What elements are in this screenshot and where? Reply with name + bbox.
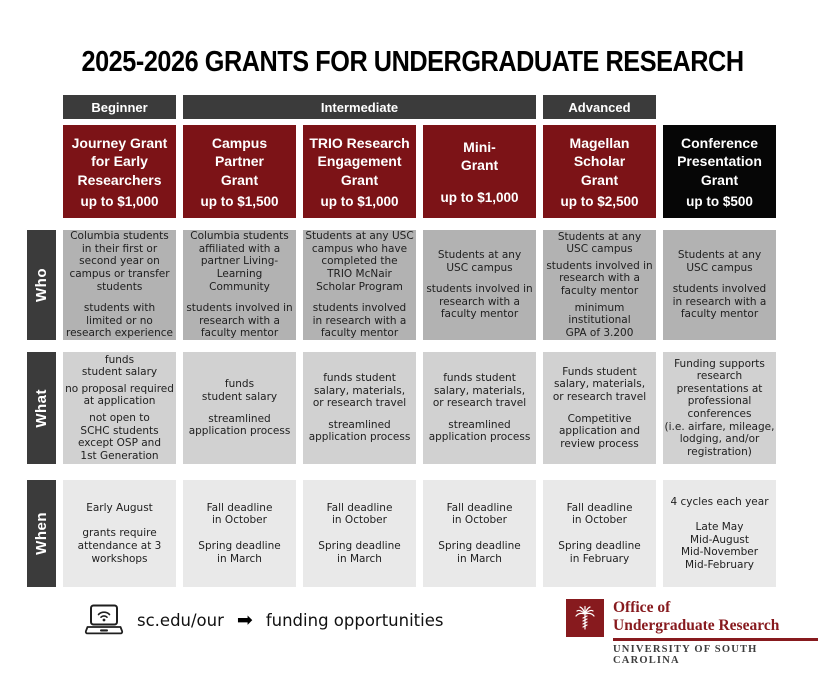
row-label-text: What bbox=[33, 388, 50, 428]
cell-paragraph: streamlined application process bbox=[428, 418, 531, 444]
cell-paragraph: streamlined application process bbox=[188, 412, 291, 438]
cell-paragraph: students involved in research with a fac… bbox=[546, 259, 653, 297]
cell-when-trio: Fall deadline in October Spring deadline … bbox=[303, 480, 416, 587]
laptop-wifi-icon bbox=[84, 604, 124, 637]
header-trio-grant: TRIO Research Engagement Grant up to $1,… bbox=[303, 125, 416, 218]
cell-paragraph: streamlined application process bbox=[308, 418, 411, 444]
header-magellan-grant: Magellan Scholar Grant up to $2,500 bbox=[543, 125, 656, 218]
cell-when-magellan: Fall deadline in October Spring deadline … bbox=[543, 480, 656, 587]
usc-our-logo: Office of Undergraduate Research UNIVERS… bbox=[566, 599, 825, 666]
grant-amount: up to $1,500 bbox=[200, 193, 279, 209]
cell-when-journey: Early August grants require attendance at… bbox=[63, 480, 176, 587]
grant-amount: up to $1,000 bbox=[320, 193, 399, 209]
cell-paragraph: Late May Mid-August Mid-November Mid-Feb… bbox=[680, 521, 759, 571]
cell-paragraph: Competitive application and review proce… bbox=[558, 412, 640, 450]
cell-paragraph: minimum institutional GPA of 3.200 bbox=[565, 301, 634, 339]
grant-name: Magellan Scholar Grant bbox=[569, 135, 630, 188]
cell-paragraph: students involved in research with a fac… bbox=[426, 283, 533, 321]
cell-paragraph: Spring deadline in March bbox=[438, 540, 521, 565]
cell-paragraph: Fall deadline in October bbox=[446, 501, 513, 527]
cell-what-conference: Funding supports research presentations … bbox=[663, 352, 776, 464]
cell-paragraph: Fall deadline in October bbox=[206, 501, 273, 527]
cell-paragraph: not open to SCHC students except OSP and… bbox=[77, 412, 161, 462]
cell-paragraph: Columbia students affiliated with a part… bbox=[190, 230, 289, 293]
cell-paragraph: Early August bbox=[86, 501, 153, 514]
logo-divider bbox=[613, 637, 818, 641]
cell-what-magellan: Funds student salary, materials, or rese… bbox=[543, 352, 656, 464]
header-mini-grant: Mini- Grant up to $1,000 bbox=[423, 125, 536, 218]
cell-paragraph: students involved in research with a fac… bbox=[312, 302, 407, 340]
logo-line3: UNIVERSITY OF SOUTH CAROLINA bbox=[613, 643, 758, 666]
footer-url: sc.edu/our bbox=[137, 611, 224, 630]
grant-amount: up to $500 bbox=[686, 193, 753, 209]
level-beginner: Beginner bbox=[63, 95, 176, 119]
cell-paragraph: Students at any USC campus bbox=[437, 249, 522, 274]
grant-name: TRIO Research Engagement Grant bbox=[309, 135, 410, 188]
cell-paragraph: students involved in research with a fac… bbox=[672, 283, 767, 321]
header-conference-grant: Conference Presentation Grant up to $500 bbox=[663, 125, 776, 218]
cell-paragraph: Spring deadline in March bbox=[318, 540, 401, 565]
cell-paragraph: funds student salary, materials, or rese… bbox=[312, 372, 407, 410]
cell-who-conference: Students at any USC campus students invol… bbox=[663, 230, 776, 340]
cell-paragraph: Columbia students in their first or seco… bbox=[69, 230, 170, 293]
cell-paragraph: 4 cycles each year bbox=[670, 495, 769, 508]
grant-amount: up to $1,000 bbox=[80, 193, 159, 209]
cell-paragraph: students involved in research with a fac… bbox=[186, 302, 293, 340]
footer-link-area: sc.edu/our ➡ funding opportunities bbox=[84, 604, 443, 637]
cell-paragraph: Fall deadline in October bbox=[566, 501, 633, 527]
row-label-text: Who bbox=[33, 268, 50, 302]
cell-what-trio: funds student salary, materials, or rese… bbox=[303, 352, 416, 464]
grant-name: Conference Presentation Grant bbox=[677, 135, 762, 188]
cell-what-campus-partner: funds student salary streamlined applicat… bbox=[183, 352, 296, 464]
header-journey-grant: Journey Grant for Early Researchers up t… bbox=[63, 125, 176, 218]
cell-what-mini: funds student salary, materials, or rese… bbox=[423, 352, 536, 464]
cell-paragraph: students with limited or no research exp… bbox=[66, 302, 173, 340]
cell-paragraph: funds student salary bbox=[201, 378, 278, 403]
cell-paragraph: Spring deadline in February bbox=[558, 540, 641, 565]
grant-name: Journey Grant for Early Researchers bbox=[71, 135, 168, 188]
cell-paragraph: Funds student salary, materials, or rese… bbox=[552, 365, 647, 403]
cell-paragraph: Students at any USC campus bbox=[677, 249, 762, 274]
cell-paragraph: funds student salary, materials, or rese… bbox=[432, 372, 527, 410]
row-label-when: When bbox=[27, 480, 56, 587]
cell-paragraph: Fall deadline in October bbox=[326, 501, 393, 527]
cell-paragraph: funds student salary bbox=[81, 353, 158, 379]
cell-paragraph: no proposal required at application bbox=[65, 382, 174, 408]
level-intermediate: Intermediate bbox=[183, 95, 536, 119]
row-label-text: When bbox=[33, 512, 50, 555]
grant-amount: up to $2,500 bbox=[560, 193, 639, 209]
cell-who-campus-partner: Columbia students affiliated with a part… bbox=[183, 230, 296, 340]
row-label-who: Who bbox=[27, 230, 56, 340]
cell-paragraph: grants require attendance at 3 workshops bbox=[77, 527, 162, 565]
cell-paragraph: Funding supports research presentations … bbox=[664, 357, 775, 458]
logo-text: Office of Undergraduate Research UNIVERS… bbox=[613, 599, 825, 666]
footer-text: funding opportunities bbox=[265, 611, 444, 630]
grant-amount: up to $1,000 bbox=[440, 190, 519, 206]
level-advanced: Advanced bbox=[543, 95, 656, 119]
header-campus-partner-grant: Campus Partner Grant up to $1,500 bbox=[183, 125, 296, 218]
grant-name: Mini- Grant bbox=[460, 138, 499, 173]
row-label-what: What bbox=[27, 352, 56, 464]
logo-line2: Undergraduate Research bbox=[613, 616, 780, 634]
cell-when-campus-partner: Fall deadline in October Spring deadline … bbox=[183, 480, 296, 587]
cell-who-mini: Students at any USC campus students invol… bbox=[423, 230, 536, 340]
logo-line1: Office of bbox=[613, 599, 671, 616]
cell-paragraph: Spring deadline in March bbox=[198, 540, 281, 565]
cell-paragraph: Students at any USC campus bbox=[557, 230, 642, 256]
palmetto-tree-icon bbox=[566, 599, 604, 637]
cell-who-magellan: Students at any USC campus students invol… bbox=[543, 230, 656, 340]
cell-what-journey: funds student salary no proposal required… bbox=[63, 352, 176, 464]
cell-who-journey: Columbia students in their first or seco… bbox=[63, 230, 176, 340]
arrow-right-icon: ➡ bbox=[236, 609, 253, 631]
cell-when-conference: 4 cycles each year Late May Mid-August Mi… bbox=[663, 480, 776, 587]
cell-who-trio: Students at any USC campus who have comp… bbox=[303, 230, 416, 340]
cell-paragraph: Students at any USC campus who have comp… bbox=[305, 230, 414, 293]
page-title-wrap: 2025-2026 GRANTS FOR UNDERGRADUATE RESEA… bbox=[0, 46, 825, 79]
page-title: 2025-2026 GRANTS FOR UNDERGRADUATE RESEA… bbox=[81, 46, 744, 78]
grant-name: Campus Partner Grant bbox=[211, 135, 268, 188]
cell-when-mini: Fall deadline in October Spring deadline … bbox=[423, 480, 536, 587]
